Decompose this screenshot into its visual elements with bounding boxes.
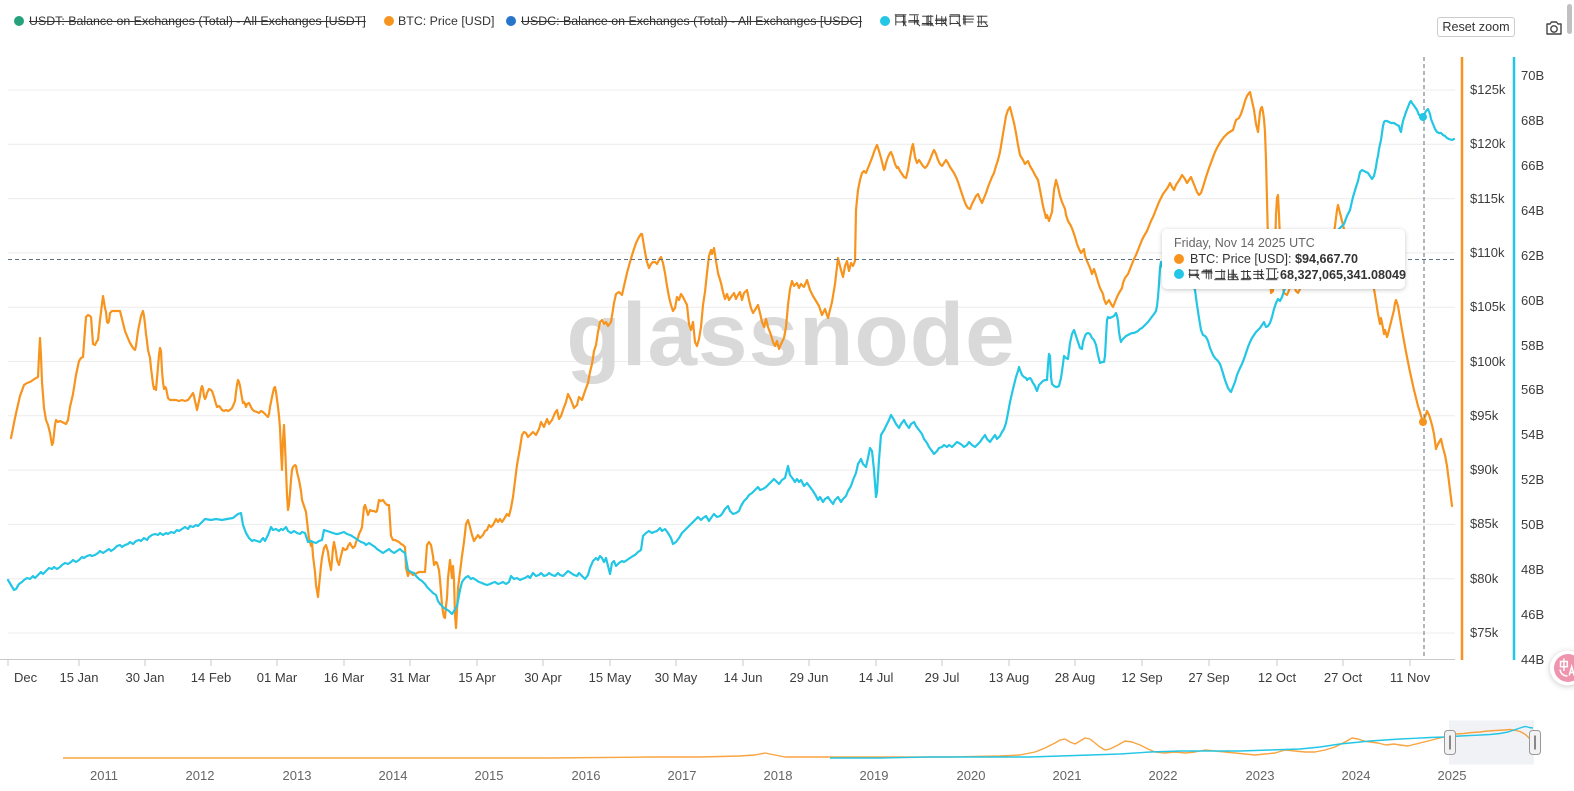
svg-text:glassnode: glassnode <box>566 284 1015 384</box>
svg-text::: : <box>1276 267 1280 281</box>
